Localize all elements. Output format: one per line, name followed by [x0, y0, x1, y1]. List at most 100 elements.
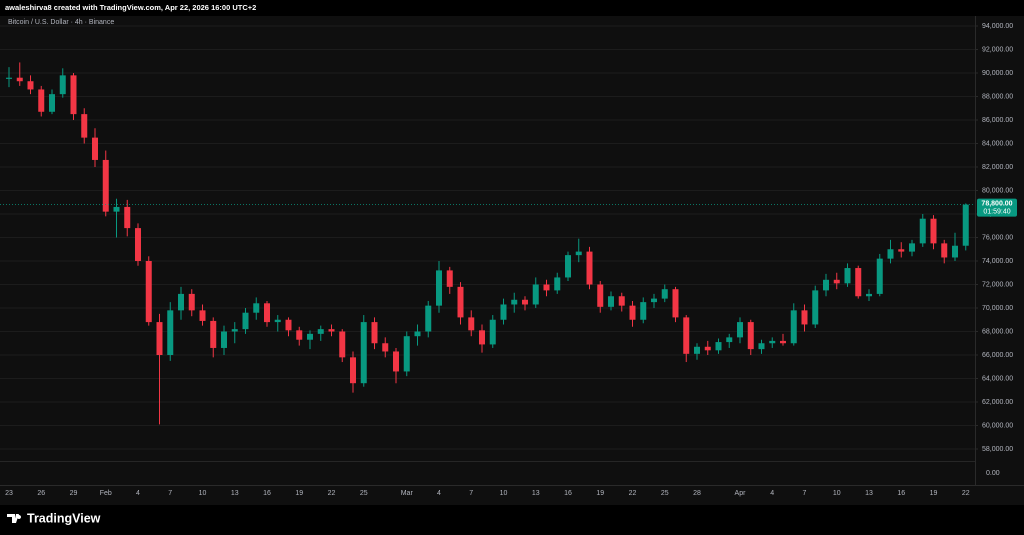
candle-body [683, 317, 690, 354]
x-tick-label: 25 [360, 490, 368, 497]
candle-body [135, 228, 141, 261]
candle-body [231, 329, 238, 332]
candle-body [511, 299, 518, 305]
candle-body [221, 331, 227, 348]
candle-body [210, 320, 217, 348]
candle-body [855, 268, 862, 297]
candle-body [360, 322, 367, 384]
candle-body [543, 284, 550, 291]
y-tick-label: 66,000.00 [982, 352, 1013, 359]
x-tick-label: Mar [401, 490, 414, 497]
y-tick-label: 94,000.00 [982, 23, 1013, 30]
candle-body [565, 255, 571, 278]
candle-body [898, 249, 905, 252]
candle-body [188, 293, 195, 311]
y-tick-label: 86,000.00 [982, 117, 1013, 124]
candle-body [661, 289, 668, 299]
candle-body [328, 329, 335, 332]
candle-body [167, 310, 174, 355]
candle-body [823, 279, 829, 291]
y-tick-label: 74,000.00 [982, 258, 1013, 265]
y-tick-label: 62,000.00 [982, 399, 1013, 406]
candle-body [59, 75, 66, 95]
y-tick-label: 84,000.00 [982, 140, 1013, 147]
candle-body [758, 343, 765, 350]
candle-body [876, 258, 883, 294]
y-tick-label: 90,000.00 [982, 70, 1013, 77]
countdown-label: 01:59:40 [983, 208, 1010, 215]
candle-body [317, 329, 324, 334]
candle-body [371, 322, 378, 344]
y-tick-label: 72,000.00 [982, 281, 1013, 288]
last-price-box [977, 198, 1017, 217]
x-tick-label: 7 [168, 490, 172, 497]
y-tick-label: 92,000.00 [982, 46, 1013, 53]
candle-body [382, 343, 389, 352]
y-floor-label: 0.00 [986, 470, 1000, 477]
candle-body [27, 81, 34, 90]
candle-body [930, 218, 937, 244]
x-tick-label: 22 [328, 490, 336, 497]
x-tick-label: 16 [263, 490, 271, 497]
candle-body [694, 346, 700, 354]
x-tick-label: 29 [70, 490, 78, 497]
candle-body [468, 317, 475, 331]
y-tick-label: 70,000.00 [982, 305, 1013, 312]
candle-body [640, 302, 647, 320]
candle-body [618, 296, 625, 306]
candle-body [70, 75, 77, 115]
y-tick-label: 76,000.00 [982, 234, 1013, 241]
candle-body [962, 204, 969, 246]
y-tick-label: 68,000.00 [982, 328, 1013, 335]
x-tick-label: 23 [5, 490, 13, 497]
grid [0, 25, 975, 450]
candle-body [49, 94, 55, 112]
x-tick-label: 7 [469, 490, 473, 497]
candle-body [457, 286, 464, 318]
last-price-label: 78,800.00 [981, 200, 1012, 207]
candle-body [339, 331, 346, 358]
candle-body [672, 289, 679, 318]
x-tick-label: 22 [629, 490, 637, 497]
y-tick-label: 80,000.00 [982, 187, 1013, 194]
y-tick-label: 82,000.00 [982, 164, 1013, 171]
x-tick-label: 16 [564, 490, 572, 497]
candles [6, 62, 969, 425]
x-tick-label: 19 [930, 490, 938, 497]
x-tick-label: 4 [770, 490, 774, 497]
candle-body [629, 305, 636, 320]
x-tick-label: 13 [532, 490, 540, 497]
candle-body [296, 330, 303, 340]
candle-body [350, 357, 356, 384]
candle-body [651, 298, 657, 303]
candle-body [242, 312, 249, 330]
candle-body [489, 319, 496, 345]
candle-body [307, 333, 313, 340]
candle-body [113, 206, 120, 212]
candle-body [833, 279, 840, 284]
x-tick-label: 22 [962, 490, 970, 497]
y-tick-label: 64,000.00 [982, 375, 1013, 382]
x-tick-label: 10 [833, 490, 841, 497]
candle-body [92, 137, 98, 160]
candle-body [575, 251, 582, 256]
candle-body [446, 270, 453, 287]
candle-body [522, 299, 528, 305]
candle-body [274, 319, 281, 323]
candle-body [909, 243, 915, 252]
x-tick-label: 10 [500, 490, 508, 497]
candle-body [586, 251, 593, 285]
candle-body [812, 290, 819, 325]
candle-body [156, 322, 163, 355]
x-tick-label: Feb [100, 490, 112, 497]
x-tick-label: 13 [231, 490, 239, 497]
candle-body [952, 245, 958, 258]
candle-body [704, 346, 711, 351]
candle-body [285, 319, 292, 331]
candle-body [479, 330, 485, 345]
candle-body [264, 303, 270, 323]
x-tick-label: 4 [437, 490, 441, 497]
candle-body [253, 303, 260, 313]
candle-body [38, 89, 45, 112]
